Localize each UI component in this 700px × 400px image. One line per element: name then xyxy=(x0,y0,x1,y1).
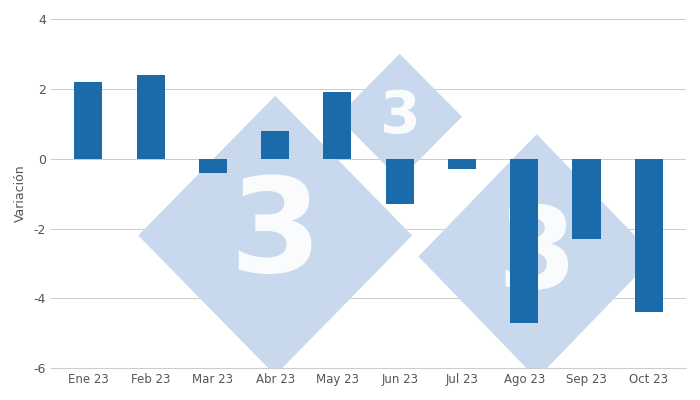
Bar xyxy=(136,75,164,159)
Bar xyxy=(635,159,663,312)
Polygon shape xyxy=(337,54,462,180)
Bar xyxy=(573,159,601,239)
Bar xyxy=(199,159,227,173)
Text: 3: 3 xyxy=(497,201,576,312)
Polygon shape xyxy=(138,96,412,375)
Text: 3: 3 xyxy=(379,88,420,145)
Bar xyxy=(74,82,102,159)
Bar xyxy=(386,159,414,204)
Polygon shape xyxy=(419,134,655,379)
Bar xyxy=(323,92,351,159)
Bar xyxy=(261,131,289,159)
Text: 3: 3 xyxy=(230,172,321,299)
Bar xyxy=(448,159,476,169)
Bar xyxy=(510,159,538,323)
Y-axis label: Variación: Variación xyxy=(14,165,27,222)
